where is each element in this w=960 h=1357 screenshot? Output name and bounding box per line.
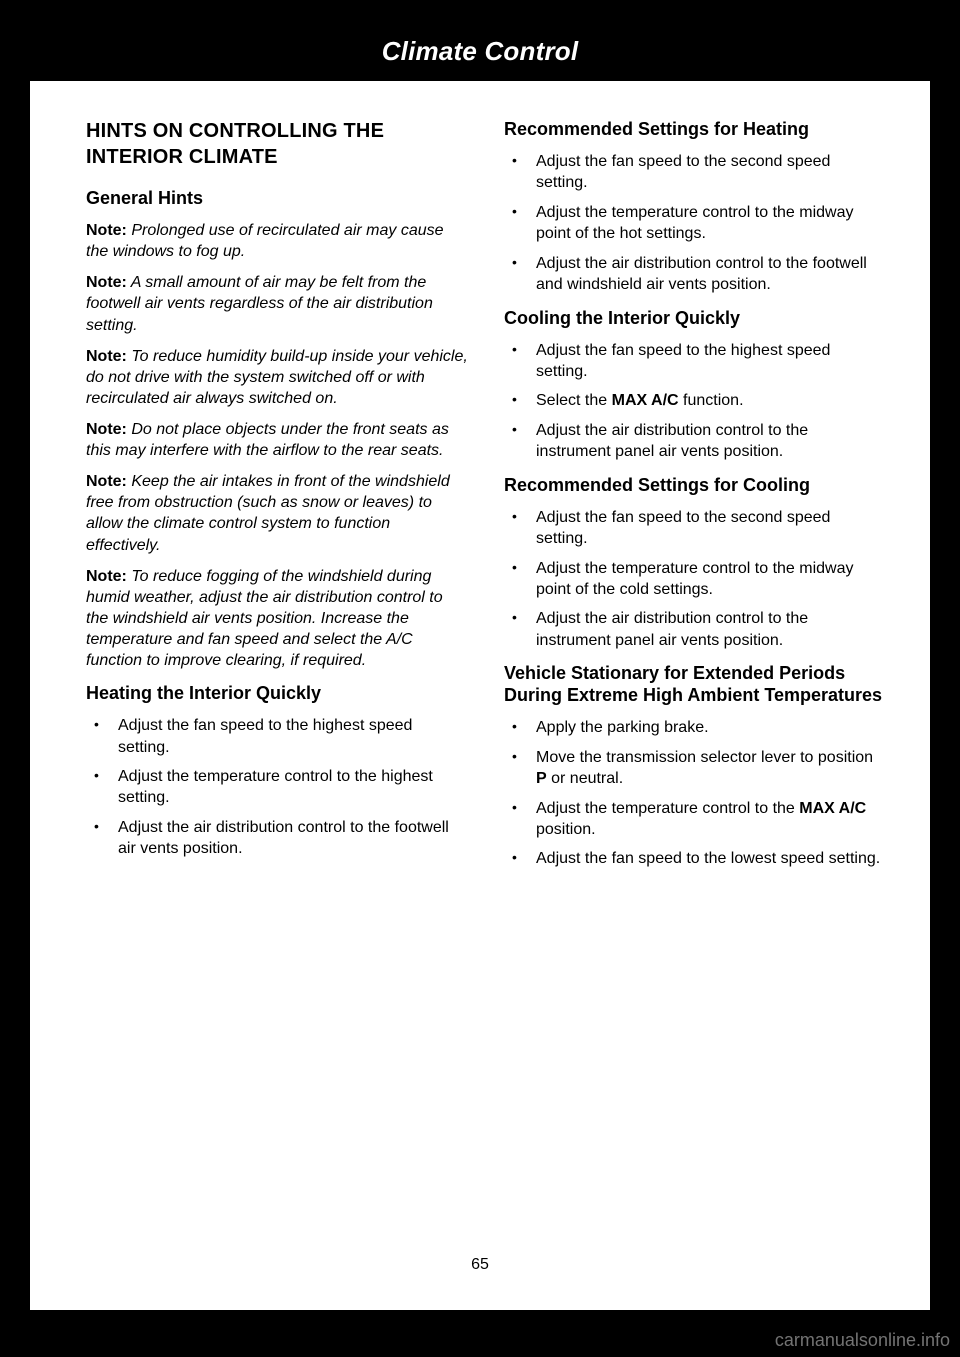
list-item: Move the transmission selector lever to … xyxy=(504,747,886,790)
note-label: Note: xyxy=(86,274,127,291)
list-item: Adjust the temperature control to the mi… xyxy=(504,202,886,245)
list-item: Adjust the fan speed to the second speed… xyxy=(504,151,886,194)
list-item: Adjust the air distribution control to t… xyxy=(86,817,468,860)
text-post: function. xyxy=(679,392,744,409)
content-area: HINTS ON CONTROLLING THE INTERIOR CLIMAT… xyxy=(30,81,930,898)
list-item: Apply the parking brake. xyxy=(504,717,886,738)
rec-heating-list: Adjust the fan speed to the second speed… xyxy=(504,151,886,296)
note-text: To reduce humidity build-up inside your … xyxy=(86,348,468,407)
bold-text: MAX A/C xyxy=(612,392,679,409)
list-item: Adjust the air distribution control to t… xyxy=(504,253,886,296)
cooling-quickly-heading: Cooling the Interior Quickly xyxy=(504,308,886,330)
note-label: Note: xyxy=(86,421,127,438)
note-item: Note: Prolonged use of recirculated air … xyxy=(86,220,468,262)
text-pre: Move the transmission selector lever to … xyxy=(536,749,873,766)
note-item: Note: Keep the air intakes in front of t… xyxy=(86,471,468,555)
watermark: carmanualsonline.info xyxy=(775,1330,950,1351)
list-item: Adjust the temperature control to the MA… xyxy=(504,798,886,841)
note-item: Note: To reduce fogging of the windshiel… xyxy=(86,566,468,672)
page-number: 65 xyxy=(30,1256,930,1274)
list-item: Adjust the fan speed to the second speed… xyxy=(504,507,886,550)
page-header: Climate Control xyxy=(30,20,930,81)
text-pre: Adjust the temperature control to the xyxy=(536,800,799,817)
note-text: Prolonged use of recirculated air may ca… xyxy=(86,222,444,260)
note-label: Note: xyxy=(86,348,127,365)
note-text: To reduce fogging of the windshield duri… xyxy=(86,568,443,669)
list-item: Adjust the air distribution control to t… xyxy=(504,608,886,651)
list-item: Adjust the air distribution control to t… xyxy=(504,420,886,463)
general-hints-heading: General Hints xyxy=(86,188,468,210)
stationary-heading: Vehicle Stationary for Extended Periods … xyxy=(504,663,886,707)
text-post: position. xyxy=(536,821,596,838)
note-text: Do not place objects under the front sea… xyxy=(86,421,449,459)
right-column: Recommended Settings for Heating Adjust … xyxy=(504,119,886,878)
section-heading: HINTS ON CONTROLLING THE INTERIOR CLIMAT… xyxy=(86,119,468,170)
note-item: Note: A small amount of air may be felt … xyxy=(86,272,468,335)
text-post: or neutral. xyxy=(547,770,623,787)
note-label: Note: xyxy=(86,568,127,585)
note-label: Note: xyxy=(86,473,127,490)
rec-cooling-heading: Recommended Settings for Cooling xyxy=(504,475,886,497)
note-text: Keep the air intakes in front of the win… xyxy=(86,473,450,553)
heating-quickly-list: Adjust the fan speed to the highest spee… xyxy=(86,715,468,860)
bold-text: P xyxy=(536,770,547,787)
list-item: Adjust the fan speed to the lowest speed… xyxy=(504,848,886,869)
rec-heating-heading: Recommended Settings for Heating xyxy=(504,119,886,141)
note-label: Note: xyxy=(86,222,127,239)
rec-cooling-list: Adjust the fan speed to the second speed… xyxy=(504,507,886,652)
heating-quickly-heading: Heating the Interior Quickly xyxy=(86,683,468,705)
note-item: Note: To reduce humidity build-up inside… xyxy=(86,346,468,409)
list-item: Adjust the temperature control to the mi… xyxy=(504,558,886,601)
cooling-quickly-list: Adjust the fan speed to the highest spee… xyxy=(504,340,886,463)
left-column: HINTS ON CONTROLLING THE INTERIOR CLIMAT… xyxy=(86,119,468,878)
note-text: A small amount of air may be felt from t… xyxy=(86,274,433,333)
stationary-list: Apply the parking brake. Move the transm… xyxy=(504,717,886,870)
list-item: Select the MAX A/C function. xyxy=(504,390,886,411)
note-item: Note: Do not place objects under the fro… xyxy=(86,419,468,461)
bold-text: MAX A/C xyxy=(799,800,866,817)
text-pre: Select the xyxy=(536,392,612,409)
list-item: Adjust the fan speed to the highest spee… xyxy=(504,340,886,383)
list-item: Adjust the temperature control to the hi… xyxy=(86,766,468,809)
list-item: Adjust the fan speed to the highest spee… xyxy=(86,715,468,758)
manual-page: Climate Control HINTS ON CONTROLLING THE… xyxy=(30,20,930,1310)
